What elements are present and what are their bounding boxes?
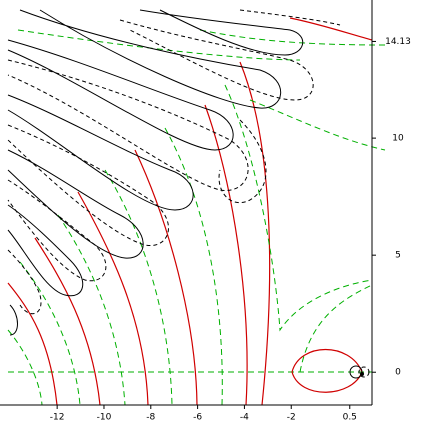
contour (57, 214, 126, 406)
x-tick-label: -4 (240, 413, 249, 423)
y-tick-label: 5 (395, 251, 401, 261)
contour (7, 149, 144, 259)
contour (164, 127, 223, 406)
contour (291, 349, 363, 393)
contour (204, 104, 248, 406)
contour (9, 304, 18, 336)
contour (7, 124, 169, 246)
contour (239, 9, 341, 26)
x-tick-label: -8 (146, 413, 155, 423)
contour (17, 29, 301, 61)
contour (7, 329, 43, 406)
x-tick-label: -2 (287, 413, 296, 423)
zero-marker (360, 372, 364, 376)
contour (7, 94, 194, 211)
contours (7, 9, 386, 406)
contour (119, 19, 314, 101)
contour (19, 9, 282, 109)
contour (358, 366, 370, 378)
contour (7, 39, 234, 151)
x-tick-label: -10 (97, 413, 112, 423)
y-tick-label: 14.13 (385, 37, 411, 47)
contour (218, 119, 267, 204)
contour (224, 84, 373, 332)
contour (239, 61, 271, 406)
x-tick-label: -6 (193, 413, 202, 423)
contour (7, 59, 249, 191)
y-tick-label: 0 (395, 368, 401, 378)
contour (7, 204, 84, 297)
contour (77, 191, 149, 406)
contour (289, 17, 373, 41)
contour (199, 29, 386, 46)
contour (249, 99, 386, 151)
contour (139, 9, 303, 56)
contour (7, 282, 58, 406)
x-tick-label: -12 (50, 413, 65, 423)
contour (7, 249, 42, 315)
contour (134, 149, 198, 406)
y-tick-label: 10 (392, 134, 404, 144)
x-tick-label: 0.5 (343, 413, 357, 423)
contour (299, 284, 373, 373)
contour (7, 179, 107, 282)
contour (104, 169, 173, 406)
contour (34, 237, 101, 406)
